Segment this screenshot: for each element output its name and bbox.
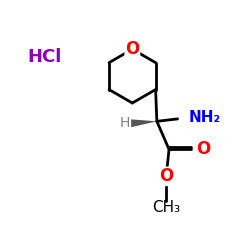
Polygon shape: [131, 120, 157, 127]
Text: H: H: [119, 116, 130, 130]
Text: CH₃: CH₃: [152, 200, 180, 215]
Text: O: O: [196, 140, 210, 158]
Text: NH₂: NH₂: [188, 110, 221, 125]
Text: HCl: HCl: [27, 48, 62, 66]
Text: O: O: [159, 167, 173, 185]
Text: O: O: [125, 40, 140, 58]
